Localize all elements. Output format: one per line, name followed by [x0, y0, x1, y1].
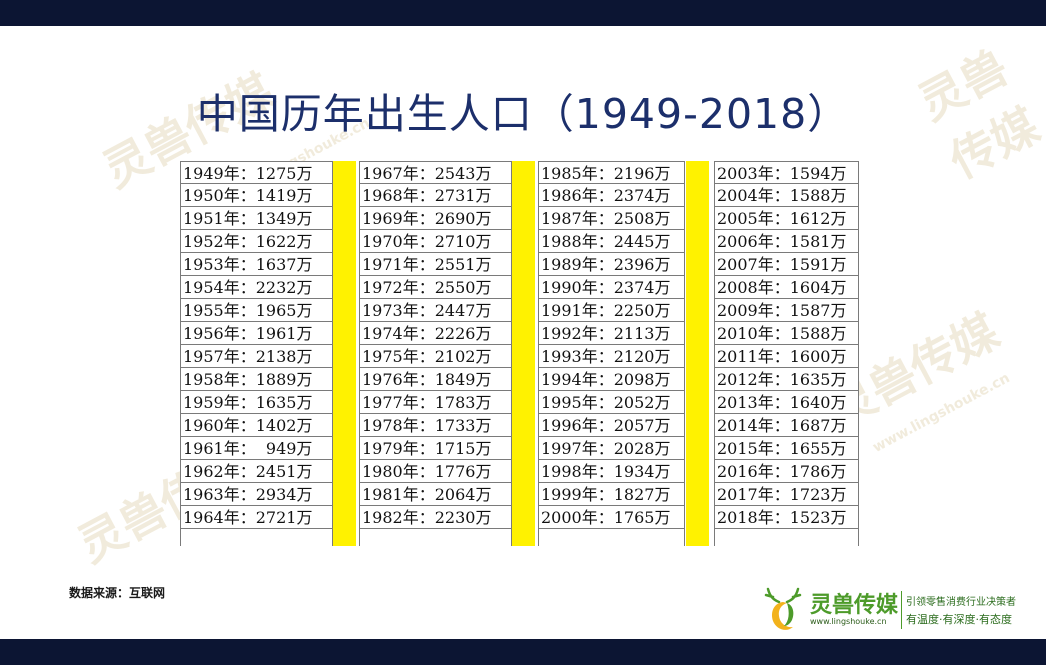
- table-cell: 1970年：2710万: [360, 230, 511, 253]
- table-cell: 2000年：1765万: [539, 506, 684, 529]
- page-title: 中国历年出生人口（1949-2018）: [196, 90, 850, 138]
- yellow-separator: [512, 161, 535, 546]
- table-cell: 1978年：1733万: [360, 414, 511, 437]
- birth-population-table: 1949年：1275万 1950年：1419万 1951年：1349万 1952…: [180, 161, 859, 546]
- table-cell: 1951年：1349万: [181, 207, 332, 230]
- table-cell: 2004年：1588万: [715, 184, 858, 207]
- yellow-separator: [333, 161, 356, 546]
- table-cell: 1987年：2508万: [539, 207, 684, 230]
- brand-logo: 灵兽传媒 www.lingshouke.cn 引领零售消费行业决策者 有温度·有…: [760, 585, 1040, 635]
- table-cell: 2011年：1600万: [715, 345, 858, 368]
- table-cell: 1988年：2445万: [539, 230, 684, 253]
- table-column-2: 1967年：2543万 1968年：2731万 1969年：2690万 1970…: [359, 161, 512, 546]
- brand-url: www.lingshouke.cn: [810, 617, 887, 626]
- table-cell: 1989年：2396万: [539, 253, 684, 276]
- table-cell: 2017年：1723万: [715, 483, 858, 506]
- top-bar: [0, 0, 1046, 26]
- table-cell: 1963年：2934万: [181, 483, 332, 506]
- table-cell: 1973年：2447万: [360, 299, 511, 322]
- table-cell: 1977年：1783万: [360, 391, 511, 414]
- table-cell: 2010年：1588万: [715, 322, 858, 345]
- table-cell: 1982年：2230万: [360, 506, 511, 529]
- table-cell: 1975年：2102万: [360, 345, 511, 368]
- table-cell: 1999年：1827万: [539, 483, 684, 506]
- brand-slogan-line1: 引领零售消费行业决策者: [906, 597, 1016, 608]
- brand-name: 灵兽传媒: [810, 593, 899, 618]
- table-cell: 1997年：2028万: [539, 437, 684, 460]
- data-source-note: 数据来源：互联网: [69, 586, 166, 600]
- deer-logo-icon: [764, 587, 802, 630]
- table-cell: 1956年：1961万: [181, 322, 332, 345]
- table-cell: 2016年：1786万: [715, 460, 858, 483]
- table-cell: 1976年：1849万: [360, 368, 511, 391]
- table-cell: 1994年：2098万: [539, 368, 684, 391]
- brand-slogan-line2: 有温度·有深度·有态度: [906, 613, 1012, 626]
- table-cell: 1957年：2138万: [181, 345, 332, 368]
- table-cell: 1959年：1635万: [181, 391, 332, 414]
- table-cell: 1952年：1622万: [181, 230, 332, 253]
- table-cell: 2003年：1594万: [715, 161, 858, 184]
- table-cell: 1961年： 949万: [181, 437, 332, 460]
- table-cell: 1974年：2226万: [360, 322, 511, 345]
- table-cell: 1992年：2113万: [539, 322, 684, 345]
- table-cell: 1964年：2721万: [181, 506, 332, 529]
- yellow-separator: [686, 161, 709, 546]
- table-cell: 1953年：1637万: [181, 253, 332, 276]
- watermark-url: www.lingshouke.cn: [870, 370, 1013, 456]
- table-cell: 1950年：1419万: [181, 184, 332, 207]
- table-cell: 1968年：2731万: [360, 184, 511, 207]
- bottom-bar: [0, 639, 1046, 665]
- table-cell: 1972年：2550万: [360, 276, 511, 299]
- table-cell: 2006年：1581万: [715, 230, 858, 253]
- table-cell: 1985年：2196万: [539, 161, 684, 184]
- table-cell: 1958年：1889万: [181, 368, 332, 391]
- table-cell: 2009年：1587万: [715, 299, 858, 322]
- table-cell: 1960年：1402万: [181, 414, 332, 437]
- table-cell: 2005年：1612万: [715, 207, 858, 230]
- table-cell: 1998年：1934万: [539, 460, 684, 483]
- table-column-4: 2003年：1594万 2004年：1588万 2005年：1612万 2006…: [714, 161, 859, 546]
- table-cell: 1954年：2232万: [181, 276, 332, 299]
- table-cell: 2015年：1655万: [715, 437, 858, 460]
- table-cell: 1986年：2374万: [539, 184, 684, 207]
- table-cell: 1995年：2052万: [539, 391, 684, 414]
- table-cell: 1980年：1776万: [360, 460, 511, 483]
- table-cell: 2008年：1604万: [715, 276, 858, 299]
- table-cell: 1969年：2690万: [360, 207, 511, 230]
- table-cell: 2013年：1640万: [715, 391, 858, 414]
- table-cell: 1990年：2374万: [539, 276, 684, 299]
- table-cell: 1962年：2451万: [181, 460, 332, 483]
- table-cell: 1996年：2057万: [539, 414, 684, 437]
- table-cell: 2012年：1635万: [715, 368, 858, 391]
- table-cell: 1981年：2064万: [360, 483, 511, 506]
- table-cell: 1979年：1715万: [360, 437, 511, 460]
- table-cell: 1993年：2120万: [539, 345, 684, 368]
- table-column-3: 1985年：2196万 1986年：2374万 1987年：2508万 1988…: [538, 161, 685, 546]
- table-cell: 1949年：1275万: [181, 161, 332, 184]
- brand-divider: [901, 591, 902, 629]
- table-cell: 2014年：1687万: [715, 414, 858, 437]
- table-cell: 1971年：2551万: [360, 253, 511, 276]
- table-cell: 1991年：2250万: [539, 299, 684, 322]
- table-cell: 2007年：1591万: [715, 253, 858, 276]
- table-cell: 1955年：1965万: [181, 299, 332, 322]
- table-cell: 1967年：2543万: [360, 161, 511, 184]
- table-column-1: 1949年：1275万 1950年：1419万 1951年：1349万 1952…: [180, 161, 333, 546]
- table-cell: 2018年：1523万: [715, 506, 858, 529]
